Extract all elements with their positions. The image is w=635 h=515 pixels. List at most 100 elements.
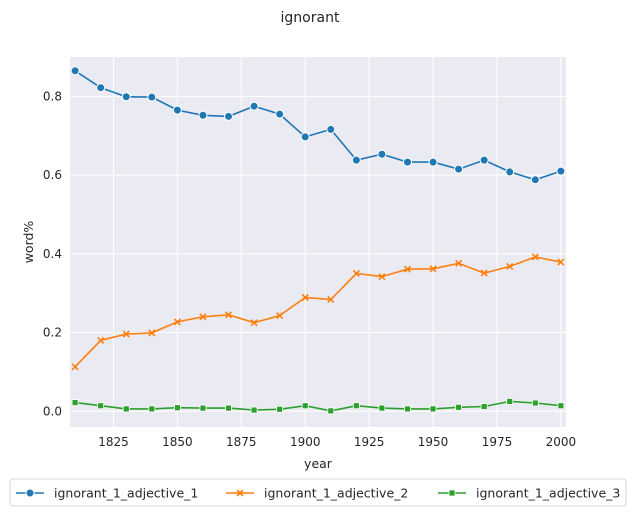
data-point xyxy=(327,407,335,415)
x-tick-label: 2000 xyxy=(546,435,577,449)
x-tick-label: 1850 xyxy=(162,435,193,449)
legend-marker xyxy=(25,488,35,498)
x-marker-stroke xyxy=(352,269,360,278)
y-axis-ticks: 0.0 0.2 0.4 0.6 0.8 xyxy=(43,89,62,418)
data-point xyxy=(97,402,105,410)
y-tick-label: 0.4 xyxy=(43,247,62,261)
data-point xyxy=(71,363,79,371)
x-marker-stroke xyxy=(378,273,386,281)
x-marker-stroke xyxy=(480,269,488,277)
data-point xyxy=(429,265,437,273)
legend-label: ignorant_1_adjective_2 xyxy=(264,486,408,501)
data-point xyxy=(173,404,181,412)
legend-label: ignorant_1_adjective_1 xyxy=(54,486,198,501)
data-point xyxy=(122,405,130,413)
data-point xyxy=(250,406,258,414)
x-marker-stroke xyxy=(531,253,539,261)
x-marker-stroke xyxy=(429,265,437,273)
legend-item-2: ignorant_1_adjective_2 xyxy=(226,486,408,501)
data-point xyxy=(173,318,181,326)
x-tick-label: 1825 xyxy=(98,435,129,449)
x-marker-stroke xyxy=(236,489,244,497)
data-point xyxy=(428,157,438,167)
data-point xyxy=(249,101,259,111)
data-point xyxy=(531,399,539,407)
y-tick-label: 0.8 xyxy=(43,89,62,103)
series-line xyxy=(74,70,562,181)
series-line xyxy=(75,400,561,412)
y-tick-label: 0.0 xyxy=(43,404,62,418)
legend-item-1: ignorant_1_adjective_1 xyxy=(16,486,198,501)
x-marker-stroke xyxy=(403,265,412,273)
x-axis-ticks: 1825 1850 1875 1900 1925 1950 1975 2000 xyxy=(98,435,576,449)
y-axis-label: word% xyxy=(21,221,36,264)
data-point xyxy=(276,312,284,320)
data-point xyxy=(530,175,540,185)
data-point xyxy=(147,92,157,102)
legend-marker xyxy=(448,489,456,497)
y-tick-label: 0.2 xyxy=(43,326,62,340)
x-marker-stroke xyxy=(250,319,258,327)
data-point xyxy=(378,404,386,412)
data-point xyxy=(198,110,208,120)
y-tick-label: 0.6 xyxy=(43,168,62,182)
data-point xyxy=(97,336,105,344)
data-point xyxy=(96,83,106,93)
x-marker-stroke xyxy=(301,293,309,302)
data-point xyxy=(70,66,80,76)
data-point xyxy=(429,405,437,413)
data-point xyxy=(121,92,131,102)
x-tick-label: 1900 xyxy=(290,435,321,449)
data-point xyxy=(300,132,310,142)
x-tick-label: 1875 xyxy=(226,435,257,449)
legend: ignorant_1_adjective_1 ignorant_1_adjecti… xyxy=(9,478,627,507)
x-marker-stroke xyxy=(199,313,207,321)
data-point xyxy=(480,269,488,277)
data-point xyxy=(326,124,336,134)
data-point xyxy=(454,164,464,174)
series-3 xyxy=(71,398,565,415)
data-point xyxy=(327,295,335,304)
data-point xyxy=(506,398,514,405)
data-point xyxy=(199,313,207,321)
x-marker-stroke xyxy=(327,295,335,304)
x-tick-label: 1975 xyxy=(482,435,513,449)
x-marker-stroke xyxy=(97,336,105,344)
data-point xyxy=(351,155,361,165)
legend-marker xyxy=(236,489,244,497)
data-point xyxy=(455,403,463,411)
series-2 xyxy=(71,253,565,371)
data-point xyxy=(505,167,515,177)
x-marker-stroke xyxy=(122,330,130,338)
legend-frame xyxy=(9,478,627,507)
data-point xyxy=(122,330,130,338)
plot-area xyxy=(70,57,566,427)
data-point xyxy=(480,403,488,410)
data-point xyxy=(557,258,565,266)
x-marker-stroke xyxy=(276,312,284,320)
data-point xyxy=(479,155,489,165)
series-1 xyxy=(70,66,566,185)
data-point xyxy=(352,402,360,410)
data-point xyxy=(275,109,285,119)
data-point xyxy=(250,319,258,327)
x-axis-label: year xyxy=(304,456,333,471)
data-point xyxy=(404,405,411,413)
legend-item-3: ignorant_1_adjective_3 xyxy=(438,486,620,501)
series-layer xyxy=(70,66,566,415)
data-point xyxy=(531,253,539,261)
x-marker-stroke xyxy=(71,363,79,371)
data-point xyxy=(557,402,565,410)
x-marker-stroke xyxy=(173,318,181,326)
data-point xyxy=(276,405,284,413)
data-point xyxy=(506,262,514,270)
x-tick-label: 1925 xyxy=(354,435,385,449)
data-point xyxy=(172,105,182,115)
data-point xyxy=(301,402,309,410)
data-point xyxy=(402,157,412,167)
x-tick-label: 1950 xyxy=(418,435,449,449)
data-point xyxy=(377,149,387,159)
legend-label: ignorant_1_adjective_3 xyxy=(476,486,620,501)
x-marker-stroke xyxy=(557,258,565,266)
